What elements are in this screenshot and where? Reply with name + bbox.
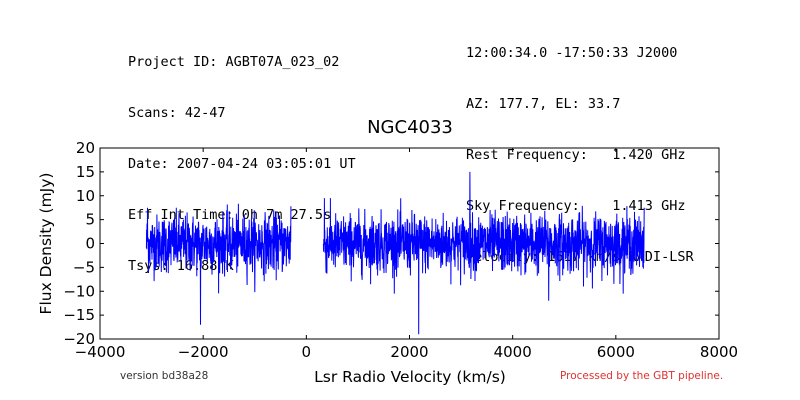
- header-right-block: 12:00:34.0 -17:50:33 J2000 AZ: 177.7, EL…: [466, 11, 694, 283]
- x-tick-label: −4000: [75, 343, 126, 361]
- scans: Scans: 42-47: [128, 105, 226, 121]
- y-tick-label: −15: [63, 306, 95, 324]
- y-tick-label: 5: [85, 211, 95, 229]
- sky-frequency: Sky Frequency: 1.413 GHz: [466, 198, 686, 214]
- y-tick-label: 20: [76, 139, 95, 157]
- plot-area: [145, 171, 645, 335]
- y-tick-label: −5: [73, 258, 95, 276]
- chart-title: NGC4033: [367, 117, 453, 138]
- y-tick-label: 0: [85, 235, 95, 253]
- y-tick-label: −20: [63, 330, 95, 348]
- x-tick-label: 2000: [390, 343, 428, 361]
- x-tick-label: 4000: [494, 343, 532, 361]
- y-axis-label: Flux Density (mJy): [37, 173, 55, 315]
- y-tick-label: 10: [76, 187, 95, 205]
- spectrum-line-segment: [145, 203, 292, 325]
- y-tick-label: −10: [63, 282, 95, 300]
- version-label: version bd38a28: [120, 370, 209, 382]
- x-tick-label: 8000: [700, 343, 738, 361]
- x-tick-label: −2000: [178, 343, 229, 361]
- x-tick-label: 0: [302, 343, 312, 361]
- y-tick-label: 15: [76, 163, 95, 181]
- rest-frequency: Rest Frequency: 1.420 GHz: [466, 147, 686, 163]
- coordinates: 12:00:34.0 -17:50:33 J2000: [466, 45, 678, 61]
- project-id: Project ID: AGBT07A_023_02: [128, 54, 340, 70]
- pipeline-label: Processed by the GBT pipeline.: [560, 370, 724, 382]
- x-axis-label: Lsr Radio Velocity (km/s): [314, 368, 506, 386]
- spectrum-line-segment: [322, 171, 645, 335]
- date: Date: 2007-04-24 03:05:01 UT: [128, 156, 356, 172]
- y-axis: −20 −15 −10 −5 0 5 10 15 20: [63, 139, 719, 348]
- x-axis: −4000 −2000 0 2000 4000 6000 8000: [75, 148, 738, 361]
- x-tick-label: 6000: [597, 343, 635, 361]
- az-el: AZ: 177.7, EL: 33.7: [466, 96, 621, 112]
- header-left-block: Project ID: AGBT07A_023_02 Scans: 42-47 …: [128, 20, 356, 292]
